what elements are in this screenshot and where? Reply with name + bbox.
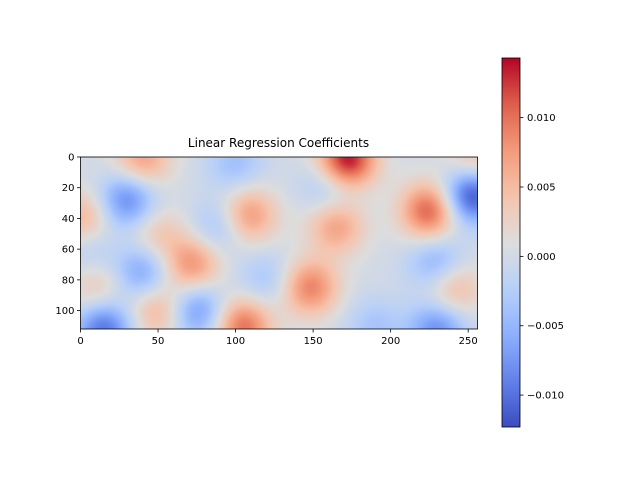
y-axis: 0 20 40 60 80 100 [55, 153, 81, 317]
colorbar-axis: −0.010 −0.005 0.000 0.005 0.010 [520, 113, 564, 402]
colorbar-tick-label: 0.010 [527, 113, 556, 124]
x-tick-label: 250 [459, 336, 478, 347]
colorbar-tick-label: 0.005 [527, 183, 556, 194]
x-tick-label: 200 [381, 336, 400, 347]
x-tick-label: 100 [226, 336, 245, 347]
colorbar-tick-label: −0.010 [527, 391, 564, 402]
heatmap-frame [80, 156, 478, 330]
y-tick-label: 80 [62, 275, 75, 286]
heatmap-image [80, 157, 478, 329]
y-tick-label: 0 [68, 153, 74, 164]
chart-title: Linear Regression Coefficients [188, 136, 369, 150]
x-axis: 0 50 100 150 200 250 [77, 329, 478, 347]
y-tick-label: 60 [62, 245, 75, 256]
x-tick-label: 50 [152, 336, 165, 347]
x-tick-label: 150 [304, 336, 323, 347]
x-tick-label: 0 [77, 336, 83, 347]
y-tick-label: 100 [55, 306, 74, 317]
colorbar-tick-label: −0.005 [527, 321, 564, 332]
colorbar-tick-label: 0.000 [527, 252, 556, 263]
y-tick-label: 20 [62, 183, 75, 194]
y-tick-label: 40 [62, 214, 75, 225]
colorbar [501, 57, 521, 428]
